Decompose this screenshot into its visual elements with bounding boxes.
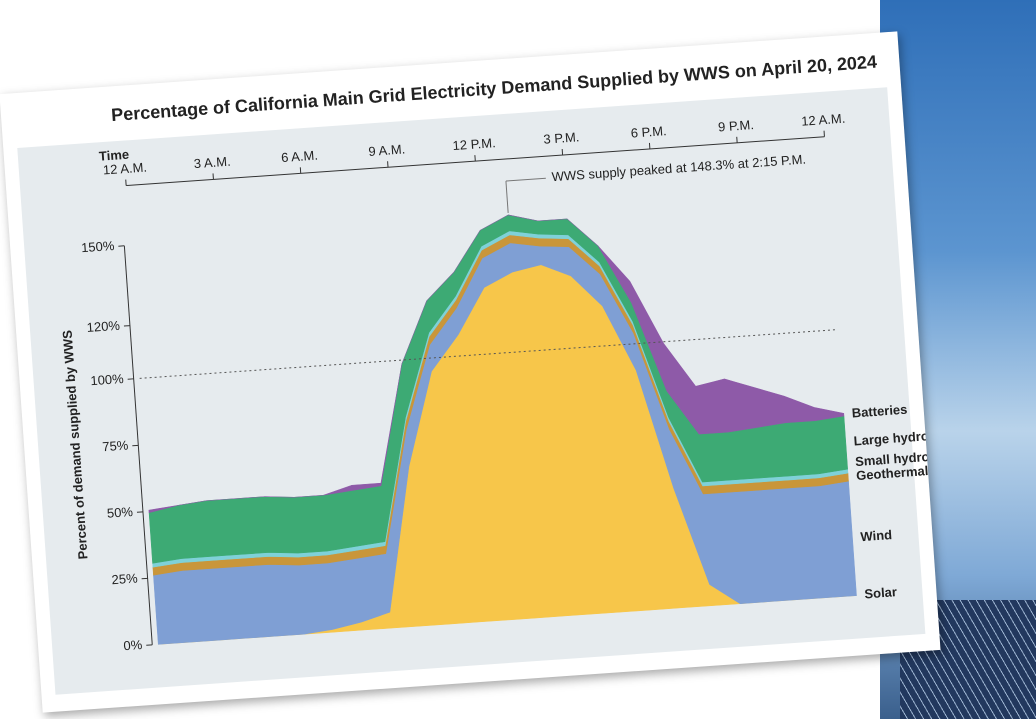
legend-label: Wind (860, 527, 893, 544)
y-tick-label: 150% (81, 238, 116, 255)
x-tick-label: 12 A.M. (801, 111, 846, 129)
x-tick-label: 6 A.M. (281, 148, 319, 166)
x-tick-label: 3 P.M. (543, 129, 580, 146)
y-tick-label: 100% (90, 371, 125, 388)
page: {"chart_data": { "type": "stacked-area",… (0, 0, 1036, 719)
y-tick-label: 120% (86, 318, 121, 335)
x-tick-label: 6 P.M. (630, 123, 667, 140)
x-tick-label: 12 P.M. (452, 135, 496, 153)
y-tick-label: 50% (106, 504, 133, 521)
x-tick-label: 3 A.M. (193, 154, 231, 172)
y-tick-label: 25% (111, 570, 138, 587)
legend-label: Solar (864, 584, 897, 601)
x-tick-label: 12 A.M. (102, 159, 147, 177)
y-tick-label: 75% (102, 437, 129, 454)
x-tick-label: 9 A.M. (368, 141, 406, 159)
chart-card: Percentage of California Main Grid Elect… (0, 31, 941, 712)
y-tick-label: 0% (123, 637, 143, 653)
chart: Percentage of California Main Grid Elect… (0, 31, 941, 712)
x-tick-label: 9 P.M. (718, 117, 755, 134)
